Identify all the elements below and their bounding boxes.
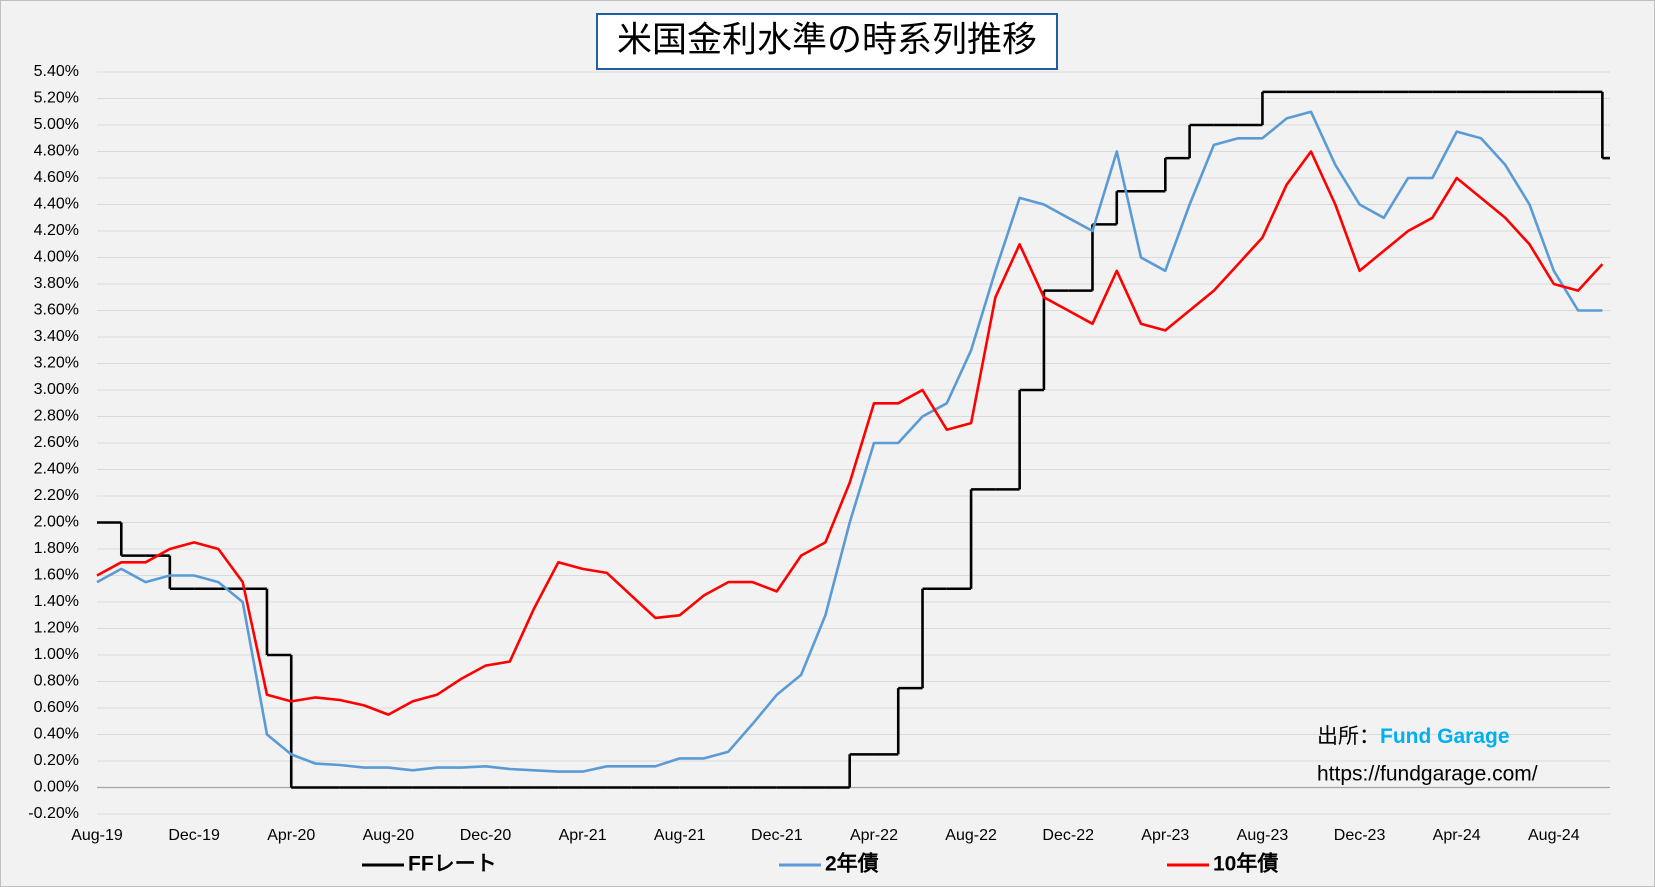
x-tick-label: Dec-21 — [751, 827, 803, 844]
y-tick-label: 4.40% — [34, 196, 79, 213]
y-tick-label: 3.80% — [34, 275, 79, 292]
source-prefix: 出所： — [1317, 725, 1380, 748]
y-tick-label: 2.60% — [34, 434, 79, 451]
legend-label: 10年債 — [1213, 852, 1278, 876]
x-tick-label: Aug-19 — [71, 827, 123, 844]
x-tick-label: Dec-19 — [168, 827, 220, 844]
x-tick-label: Dec-23 — [1334, 827, 1386, 844]
y-tick-label: 4.80% — [34, 143, 79, 160]
x-tick-label: Aug-22 — [945, 827, 997, 844]
x-tick-label: Apr-23 — [1141, 827, 1189, 844]
x-tick-label: Aug-20 — [363, 827, 415, 844]
series-line — [96, 150, 1604, 716]
y-tick-label: 0.60% — [34, 699, 79, 716]
x-tick-label: Dec-22 — [1042, 827, 1094, 844]
y-tick-label: 0.20% — [34, 752, 79, 769]
title-box — [596, 13, 1058, 70]
y-tick-label: 0.40% — [34, 726, 79, 743]
y-tick-label: 2.40% — [34, 461, 79, 478]
y-tick-label: 3.20% — [34, 355, 79, 372]
y-tick-label: 3.00% — [34, 381, 79, 398]
legend-label: 2年債 — [825, 852, 879, 876]
legend-label: FFレート — [408, 853, 497, 876]
x-tick-label: Dec-20 — [460, 827, 512, 844]
y-tick-label: 0.00% — [34, 779, 79, 796]
series-line — [96, 110, 1603, 773]
y-tick-label: 1.20% — [34, 620, 79, 637]
y-tick-label: 3.40% — [34, 328, 79, 345]
x-tick-label: Apr-20 — [267, 827, 315, 844]
x-tick-label: Apr-24 — [1433, 827, 1481, 844]
y-tick-label: 4.60% — [34, 169, 79, 186]
y-tick-label: 3.60% — [34, 302, 79, 319]
plot-area: -0.20% 0.00% 0.20% 0.40% 0.60% 0.80% 1.00% 1.20… — [28, 63, 1610, 844]
y-tick-label: 2.20% — [34, 487, 79, 504]
x-tick-label: Aug-21 — [654, 827, 706, 844]
y-tick-label: 4.00% — [34, 249, 79, 266]
source-url: https://fundgarage.com/ — [1317, 763, 1538, 786]
y-tick-label: 1.40% — [34, 593, 79, 610]
y-tick-label: 1.60% — [34, 567, 79, 584]
y-tick-label: 2.80% — [34, 408, 79, 425]
source-note: 出所：Fund Garage — [1317, 725, 1510, 748]
chart-title: 米国金利水準の時系列推移 — [617, 21, 1037, 61]
y-tick-label: 5.40% — [34, 63, 79, 80]
x-tick-label: Aug-24 — [1528, 827, 1580, 844]
y-tick-label: 4.20% — [34, 222, 79, 239]
x-tick-label: Aug-23 — [1237, 827, 1289, 844]
y-tick-label: 0.80% — [34, 673, 79, 690]
y-tick-label: 1.00% — [34, 646, 79, 663]
x-tick-label: Apr-21 — [559, 827, 607, 844]
y-tick-label: -0.20% — [28, 805, 79, 822]
x-tick-label: Apr-22 — [850, 827, 898, 844]
source-name: Fund Garage — [1380, 725, 1510, 748]
y-tick-label: 2.00% — [34, 514, 79, 531]
y-tick-label: 1.80% — [34, 540, 79, 557]
y-tick-label: 5.00% — [34, 116, 79, 133]
y-tick-label: 5.20% — [34, 90, 79, 107]
